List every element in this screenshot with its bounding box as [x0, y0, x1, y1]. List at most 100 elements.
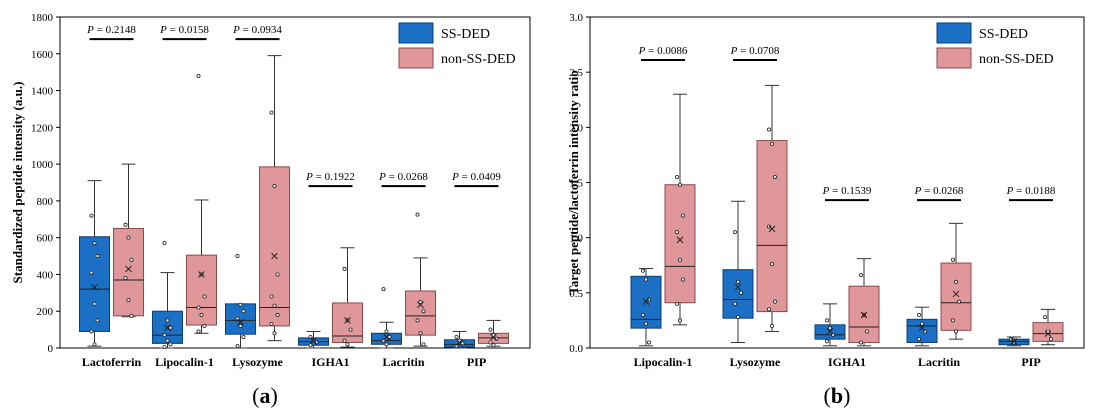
y-tick-label: 2.5: [569, 67, 583, 79]
ss-ded-point: [647, 340, 652, 345]
non-ss-ded-point: [342, 338, 347, 343]
ss-ded-point: [95, 318, 100, 323]
non-ss-ded-point: [129, 313, 134, 318]
panel-a: 0 200 400 600 800 1000 1200 1400 1600 1800 Standar…: [10, 12, 531, 408]
y-tick-label: 1000: [31, 159, 54, 171]
ss-ded-point: [917, 337, 922, 342]
y-tick-label: 0: [48, 343, 54, 355]
category-label: Lysozyme: [232, 355, 283, 369]
ss-ded-point: [641, 268, 646, 273]
non-ss-ded-box: [940, 262, 972, 331]
y-tick-label: 1400: [31, 86, 54, 98]
non-ss-ded-point: [773, 174, 778, 179]
p-value-label: P = 0.1922: [305, 171, 355, 183]
non-ss-ded-point: [421, 342, 426, 347]
non-ss-ded-mean: [952, 290, 960, 298]
ss-ded-point: [1009, 337, 1014, 342]
category-label: PIP: [467, 355, 486, 369]
p-value-label: P = 0.0409: [451, 171, 501, 183]
ss-ded-point: [387, 334, 392, 339]
category-label: IGHA1: [311, 355, 349, 369]
p-symbol: P: [232, 24, 240, 36]
ss-ded-point: [89, 329, 94, 334]
p-value-label: P = 0.0268: [914, 185, 964, 197]
non-ss-ded-mean: [1044, 330, 1052, 338]
non-ss-ded-box: [259, 166, 290, 327]
p-symbol: P: [638, 45, 646, 57]
category-label: Lacritin: [383, 355, 425, 369]
non-ss-ded-point: [491, 343, 496, 348]
ss-ded-point: [92, 301, 97, 306]
non-ss-ded-mean: [860, 311, 868, 319]
non-ss-ded-point: [272, 184, 277, 189]
non-ss-ded-point: [126, 298, 131, 303]
ss-ded-mean: [918, 324, 926, 332]
ss-ded-box: [722, 269, 754, 319]
ss-ded-point: [739, 290, 744, 295]
ss-ded-point: [736, 315, 741, 320]
legend-swatch: [936, 47, 972, 69]
non-ss-ded-box: [332, 302, 363, 343]
ss-ded-point: [89, 270, 94, 275]
p-value: = 0.0409: [459, 171, 501, 183]
y-tick-label: 2.0: [569, 122, 583, 134]
y-tick-label: 1600: [31, 49, 54, 61]
non-ss-ded-mean: [271, 252, 278, 260]
ss-ded-point: [162, 241, 167, 246]
y-tick-label: 1800: [31, 12, 54, 24]
p-value: = 0.1539: [829, 185, 871, 197]
non-ss-ded-point: [767, 127, 772, 132]
non-ss-ded-point: [957, 299, 962, 304]
ss-ded-point: [384, 342, 389, 347]
non-ss-ded-box: [405, 290, 436, 336]
p-value: = 0.0934: [240, 24, 282, 36]
p-value: = 0.0188: [1013, 185, 1055, 197]
ss-ded-point: [92, 342, 97, 347]
p-value-label: P = 0.0708: [730, 45, 780, 57]
ss-ded-mean: [237, 318, 244, 326]
non-ss-ded-mean: [417, 301, 424, 309]
non-ss-ded-point: [954, 329, 959, 334]
non-ss-ded-point: [678, 318, 683, 323]
ss-ded-point: [920, 321, 925, 326]
panel-label-text: (b): [824, 383, 851, 408]
ss-ded-mean: [456, 339, 463, 346]
ss-ded-point: [89, 213, 94, 218]
non-ss-ded-point: [202, 323, 207, 328]
ss-ded-point: [308, 343, 313, 348]
ss-ded-point: [235, 254, 240, 259]
non-ss-ded-point: [421, 309, 426, 314]
non-ss-ded-point: [951, 257, 956, 262]
ss-ded-point: [647, 297, 652, 302]
non-ss-ded-point: [342, 266, 347, 271]
ss-ded-mean: [734, 283, 742, 291]
p-value: = 0.1922: [313, 171, 355, 183]
p-symbol: P: [914, 185, 922, 197]
non-ss-ded-point: [196, 329, 201, 334]
p-symbol: P: [1006, 185, 1014, 197]
p-value-label: P = 0.2148: [86, 24, 136, 36]
non-ss-ded-mean: [125, 265, 132, 273]
p-value: = 0.0268: [921, 185, 963, 197]
p-value: = 0.0708: [737, 45, 779, 57]
p-value-label: P = 0.0268: [378, 171, 428, 183]
y-tick-label: 800: [37, 196, 54, 208]
category-label: Lactoferrin: [82, 355, 142, 369]
ss-ded-box: [906, 318, 938, 343]
legend-label: SS-DED: [979, 27, 1028, 42]
ss-ded-point: [644, 321, 649, 326]
p-value: = 0.0086: [645, 45, 687, 57]
non-ss-ded-point: [488, 340, 493, 345]
non-ss-ded-mean: [490, 333, 497, 341]
non-ss-ded-point: [196, 305, 201, 310]
non-ss-ded-point: [275, 312, 280, 317]
non-ss-ded-point: [418, 331, 423, 336]
p-value: = 0.0158: [167, 24, 209, 36]
ss-ded-box: [79, 236, 110, 332]
ss-ded-mean: [1010, 338, 1018, 345]
ss-ded-point: [168, 342, 173, 347]
non-ss-ded-point: [770, 141, 775, 146]
ss-ded-point: [384, 329, 389, 334]
non-ss-ded-point: [345, 342, 350, 347]
